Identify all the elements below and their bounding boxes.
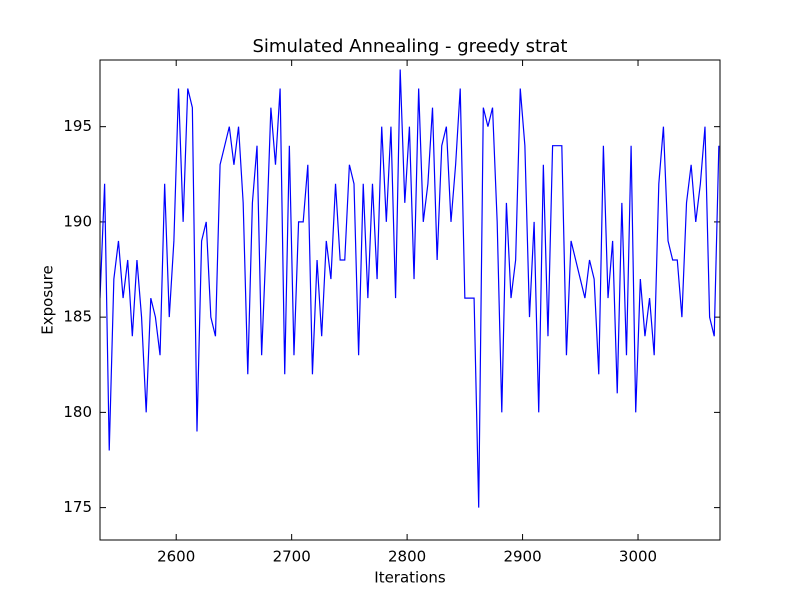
data-line <box>100 69 720 508</box>
x-tick-label: 2800 <box>388 548 426 566</box>
y-tick-label: 185 <box>63 308 92 326</box>
plot-frame <box>99 59 721 541</box>
y-tick-label: 180 <box>63 403 92 421</box>
x-tick-label: 2600 <box>157 548 195 566</box>
x-axis-label: Iterations <box>374 569 446 587</box>
chart-title: Simulated Annealing - greedy strat <box>253 36 568 57</box>
y-axis-label: Exposure <box>39 265 57 334</box>
y-tick-label: 195 <box>63 117 92 135</box>
x-tick-label: 2900 <box>503 548 541 566</box>
x-tick-label: 2700 <box>273 548 311 566</box>
x-tick-label: 3000 <box>619 548 657 566</box>
y-tick-label: 175 <box>63 498 92 516</box>
y-tick-label: 190 <box>63 212 92 230</box>
